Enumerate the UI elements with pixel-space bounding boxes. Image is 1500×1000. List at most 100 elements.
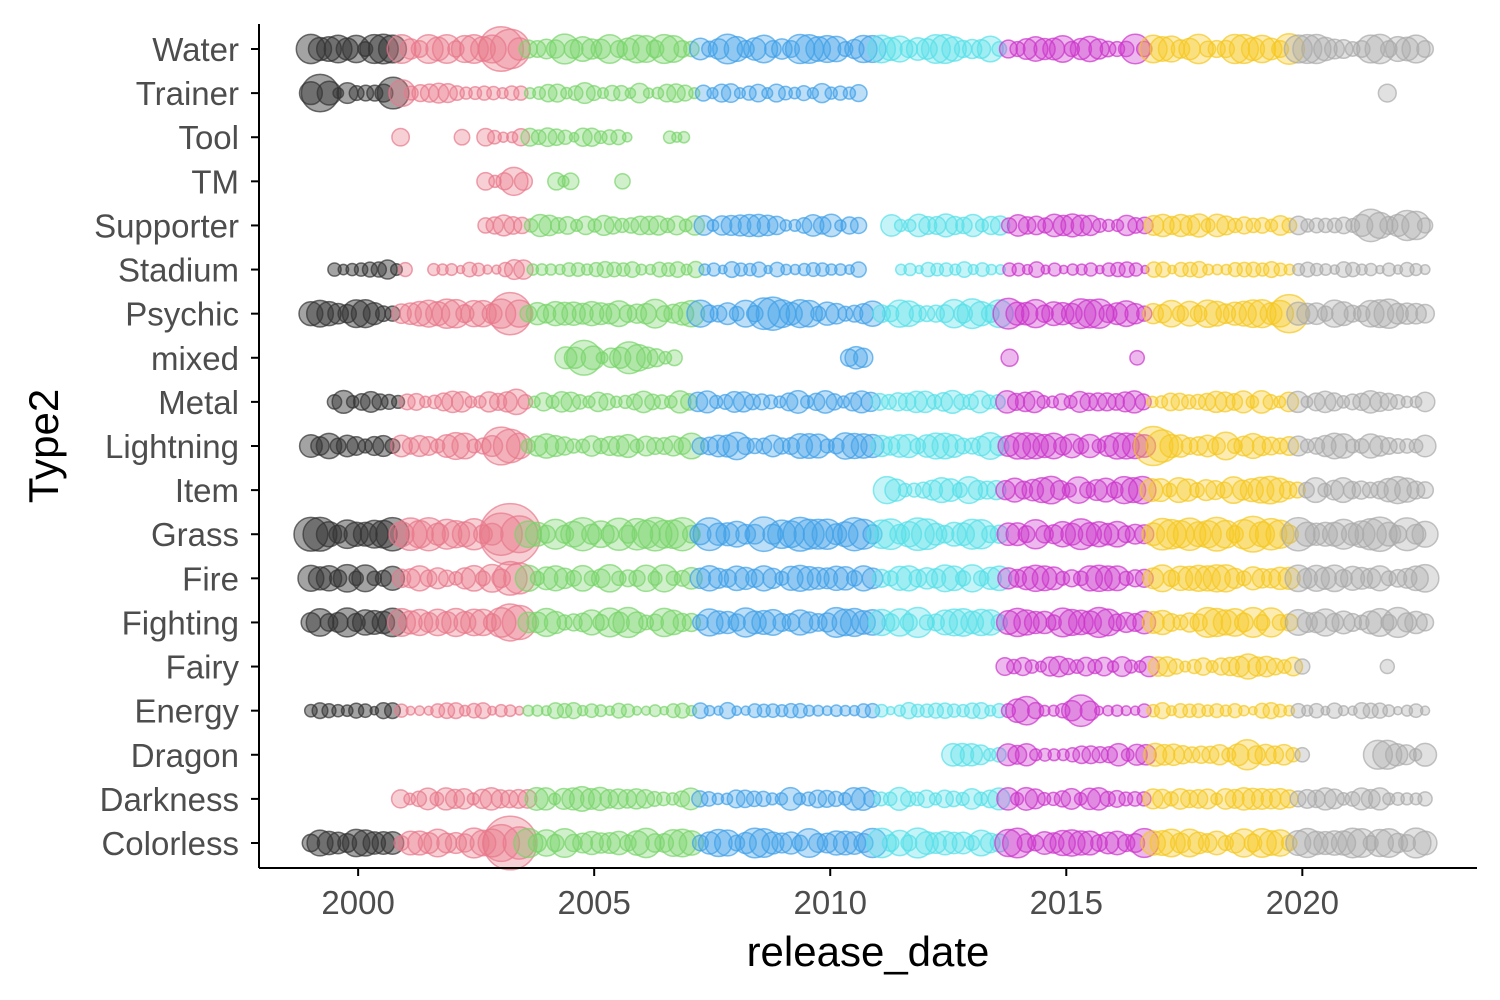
- point-TM: [513, 171, 534, 191]
- point-Item: [1288, 481, 1306, 499]
- point-Colorless: [823, 830, 850, 856]
- point-Fire: [750, 565, 778, 592]
- point-mixed: [844, 345, 869, 370]
- point-Stadium: [596, 260, 614, 279]
- point-Item: [1028, 476, 1056, 504]
- point-Darkness: [517, 788, 538, 809]
- point-Water: [749, 34, 779, 64]
- point-Energy: [487, 705, 498, 716]
- point-Dragon: [941, 742, 965, 767]
- point-Darkness: [1086, 787, 1111, 811]
- point-Lightning: [831, 432, 860, 460]
- point-Colorless: [606, 830, 632, 856]
- point-Dragon: [1246, 745, 1266, 765]
- point-Energy: [640, 705, 652, 716]
- point-Item: [1127, 475, 1157, 505]
- point-Stadium: [661, 262, 676, 278]
- point-Colorless: [886, 829, 914, 857]
- point-Fighting: [1132, 610, 1157, 635]
- point-Trainer: [316, 80, 342, 106]
- point-Fire: [778, 565, 804, 591]
- point-Energy: [1382, 704, 1396, 718]
- point-Darkness: [955, 791, 970, 807]
- point-Water: [712, 33, 744, 65]
- point-Darkness: [1417, 791, 1433, 807]
- x-tick-label-2020: 2020: [1266, 884, 1339, 921]
- point-Stadium: [526, 263, 540, 276]
- point-Colorless: [678, 830, 705, 856]
- point-Stadium: [570, 262, 586, 278]
- point-Psychic: [845, 304, 864, 323]
- point-Lightning: [1226, 437, 1243, 455]
- point-Item: [1165, 477, 1192, 504]
- point-Fairy: [1379, 658, 1396, 675]
- point-Psychic: [571, 302, 594, 325]
- point-Grass: [359, 519, 389, 549]
- point-Stadium: [497, 261, 514, 278]
- point-Metal: [1379, 392, 1398, 412]
- point-Dragon: [1265, 745, 1285, 765]
- point-Lightning: [915, 434, 939, 458]
- point-Colorless: [1337, 827, 1369, 859]
- point-Lightning: [922, 432, 950, 460]
- point-Stadium: [815, 262, 830, 277]
- point-Psychic: [552, 301, 577, 326]
- point-Supporter: [779, 219, 793, 232]
- point-Darkness: [665, 792, 680, 806]
- point-Fire: [972, 570, 990, 587]
- point-Supporter: [746, 213, 771, 238]
- point-Lightning: [1012, 432, 1041, 460]
- point-Water: [920, 33, 951, 65]
- point-Lightning: [1159, 433, 1184, 459]
- point-Lightning: [755, 437, 773, 455]
- point-Fairy: [1228, 655, 1251, 678]
- y-tick-label-Grass: Grass: [151, 516, 239, 553]
- point-Water: [1271, 39, 1290, 59]
- point-Colorless: [398, 830, 424, 856]
- point-Darkness: [841, 786, 866, 811]
- point-Metal: [560, 391, 582, 413]
- point-Psychic: [1112, 300, 1140, 328]
- point-Lightning: [520, 438, 536, 454]
- series-Item: [872, 475, 1435, 505]
- point-Energy: [1393, 705, 1403, 716]
- point-Fighting: [706, 610, 731, 635]
- point-Lightning: [466, 438, 482, 454]
- point-mixed: [665, 349, 683, 367]
- point-Metal: [1134, 393, 1152, 411]
- point-Psychic: [1157, 299, 1186, 328]
- point-Dragon: [1007, 744, 1028, 765]
- point-Water: [929, 33, 961, 65]
- point-Grass: [375, 516, 410, 552]
- point-Fairy: [1283, 656, 1304, 677]
- point-Water: [1401, 34, 1431, 64]
- point-Item: [1120, 476, 1147, 504]
- point-Stadium: [1211, 263, 1224, 276]
- point-Metal: [1414, 391, 1436, 413]
- point-Fairy: [1255, 655, 1278, 678]
- point-Fire: [1014, 566, 1039, 591]
- point-Grass: [941, 521, 967, 547]
- point-Lightning: [773, 437, 791, 455]
- point-Metal: [763, 394, 779, 410]
- point-Stadium: [974, 262, 990, 278]
- point-Darkness: [1241, 787, 1265, 811]
- point-Grass: [1096, 522, 1120, 546]
- point-Tool: [487, 129, 502, 145]
- point-Energy: [802, 704, 816, 717]
- point-Colorless: [659, 828, 688, 858]
- point-Fighting: [1047, 607, 1078, 638]
- point-Energy: [414, 705, 426, 717]
- point-Grass: [1049, 520, 1077, 548]
- point-Fire: [1339, 565, 1366, 591]
- point-Dragon: [1125, 743, 1148, 766]
- point-Energy: [1110, 704, 1124, 718]
- series-Psychic: [298, 291, 1436, 336]
- point-Grass: [1304, 522, 1329, 546]
- point-Metal: [625, 393, 643, 411]
- point-Energy: [1209, 703, 1225, 719]
- series-Fairy: [995, 653, 1396, 680]
- point-Fighting: [899, 613, 918, 632]
- y-tick-label-Psychic: Psychic: [125, 296, 239, 333]
- point-Lightning: [1145, 429, 1180, 463]
